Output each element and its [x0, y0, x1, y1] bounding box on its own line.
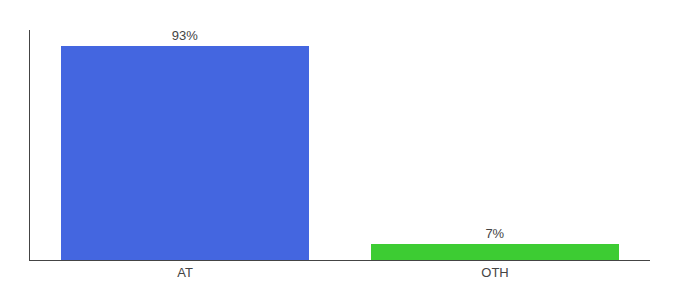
svg-text:AT: AT	[177, 265, 193, 280]
svg-text:93%: 93%	[172, 28, 198, 43]
svg-text:OTH: OTH	[481, 265, 508, 280]
svg-text:7%: 7%	[485, 226, 504, 241]
